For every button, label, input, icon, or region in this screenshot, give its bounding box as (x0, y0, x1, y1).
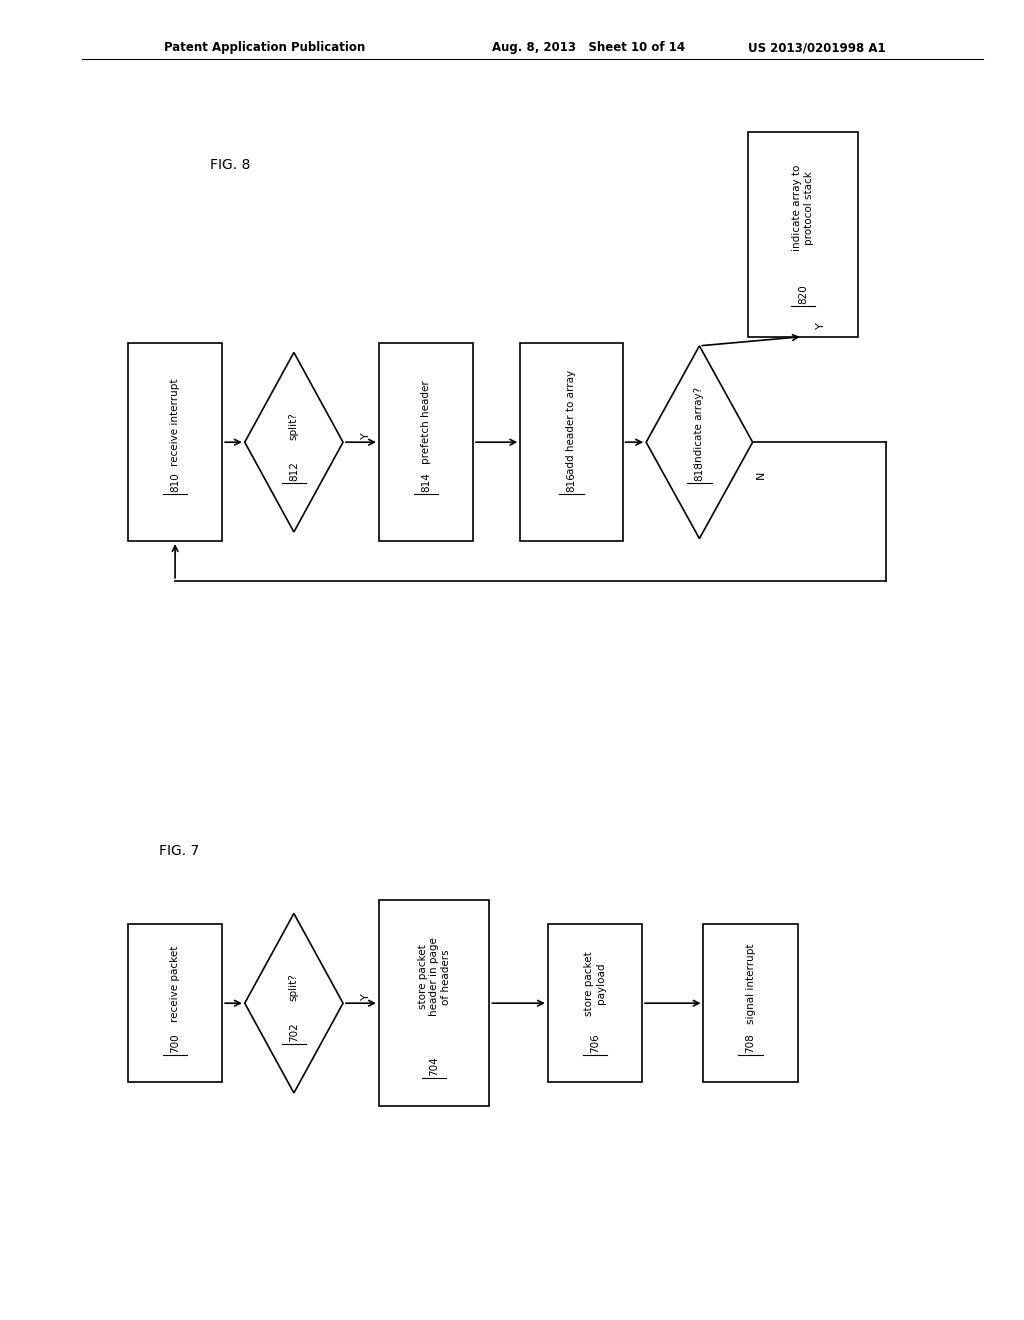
Text: Y: Y (816, 322, 826, 330)
Polygon shape (646, 346, 753, 539)
Text: receive interrupt: receive interrupt (170, 379, 180, 466)
Text: 814: 814 (421, 471, 431, 492)
Text: 810: 810 (170, 473, 180, 491)
Text: Aug. 8, 2013   Sheet 10 of 14: Aug. 8, 2013 Sheet 10 of 14 (492, 41, 685, 54)
Text: indicate array to
protocol stack: indicate array to protocol stack (792, 165, 814, 251)
Bar (379, 900, 489, 1106)
Text: 812: 812 (289, 461, 299, 482)
Text: 700: 700 (170, 1034, 180, 1052)
Text: FIG. 8: FIG. 8 (210, 158, 250, 172)
Text: 818: 818 (694, 461, 705, 482)
Text: store packet
header in page
of headers: store packet header in page of headers (418, 937, 451, 1016)
Text: 708: 708 (745, 1034, 756, 1052)
Text: Y: Y (360, 993, 371, 1001)
Text: store packet
payload: store packet payload (584, 950, 606, 1016)
Text: N: N (756, 471, 766, 479)
Bar (128, 343, 222, 541)
Text: receive packet: receive packet (170, 945, 180, 1022)
Text: prefetch header: prefetch header (421, 380, 431, 465)
Bar (379, 343, 473, 541)
Bar (520, 343, 623, 541)
Text: signal interrupt: signal interrupt (745, 944, 756, 1023)
Text: 816: 816 (566, 471, 577, 492)
Text: Y: Y (360, 432, 371, 440)
Text: FIG. 7: FIG. 7 (159, 845, 199, 858)
Text: 702: 702 (289, 1023, 299, 1041)
Text: indicate array?: indicate array? (694, 387, 705, 466)
Text: add header to array: add header to array (566, 371, 577, 474)
Text: split?: split? (289, 412, 299, 441)
Text: US 2013/0201998 A1: US 2013/0201998 A1 (748, 41, 885, 54)
Bar (548, 924, 642, 1082)
Polygon shape (245, 352, 343, 532)
Text: 704: 704 (429, 1057, 439, 1076)
Text: 820: 820 (798, 284, 808, 304)
Text: split?: split? (289, 973, 299, 1002)
Bar (128, 924, 222, 1082)
Bar (748, 132, 858, 337)
Polygon shape (245, 913, 343, 1093)
Bar (703, 924, 798, 1082)
Text: 706: 706 (590, 1034, 600, 1052)
Text: Patent Application Publication: Patent Application Publication (164, 41, 366, 54)
